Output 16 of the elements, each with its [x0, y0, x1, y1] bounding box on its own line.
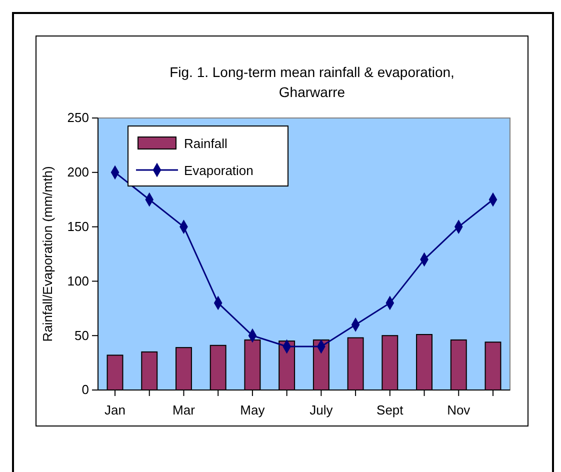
- y-axis-title: Rainfall/Evaporation (mm/mth): [40, 166, 55, 342]
- y-tick-label: 250: [67, 110, 89, 126]
- legend-label: Rainfall: [184, 136, 228, 151]
- y-tick-label: 0: [82, 382, 89, 398]
- y-tick-label: 100: [67, 273, 89, 288]
- y-tick-label: 200: [67, 164, 89, 180]
- y-tick-label: 50: [74, 328, 89, 343]
- chart-title: Fig. 1. Long-term mean rainfall & evaporation, Gharwarre: [170, 64, 454, 100]
- x-tick-label: July: [310, 402, 334, 418]
- y-tick-label: 150: [67, 218, 89, 234]
- x-tick-label: Sept: [376, 402, 404, 418]
- x-tick-label: May: [240, 402, 266, 418]
- x-tick-label: Mar: [172, 402, 196, 418]
- x-tick-label: Jan: [104, 402, 126, 418]
- x-tick-label: Nov: [447, 402, 471, 418]
- legend-label: Evaporation: [184, 163, 254, 178]
